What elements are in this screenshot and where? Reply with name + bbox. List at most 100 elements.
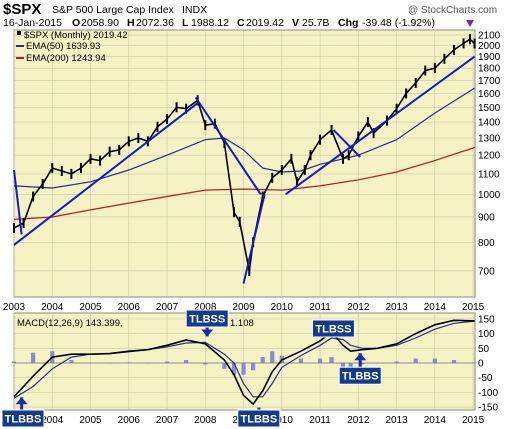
open-label: O [72, 17, 80, 29]
price-bar [70, 168, 73, 179]
trendline [194, 96, 262, 195]
y-tick-label: 2000 [478, 41, 501, 52]
y-tick-label: -100 [478, 388, 498, 399]
x-tick-label: 2014 [424, 415, 447, 426]
y-tick-label: 50 [478, 344, 490, 355]
x-tick-label: 2013 [385, 415, 408, 426]
callout-box [237, 409, 281, 428]
date-label: 16-Jan-2015 [3, 17, 62, 29]
callout-box [311, 319, 355, 338]
histogram-bar [394, 361, 399, 363]
x-tick-label: 2010 [271, 302, 294, 313]
price-bar [296, 176, 299, 187]
price-bar [89, 153, 92, 164]
volume-label: V [292, 17, 299, 29]
price-bar [22, 218, 25, 229]
price-bar [223, 138, 226, 149]
x-tick-label: 2008 [194, 302, 217, 313]
price-bar [443, 53, 446, 64]
x-tick-label: 2004 [41, 415, 64, 426]
change-label: Chg [338, 17, 358, 29]
trendline [13, 169, 23, 235]
arrowhead-icon [354, 353, 367, 361]
price-bar [347, 150, 350, 161]
y-tick-label: 1400 [478, 118, 501, 129]
high-label: H [127, 17, 135, 29]
price-bar [357, 131, 360, 142]
price-bar [280, 165, 283, 176]
trendline [13, 102, 199, 246]
callout-box [338, 366, 382, 385]
histogram-bar [203, 362, 208, 365]
arrowhead-icon [15, 397, 28, 405]
close-label: C [237, 17, 245, 29]
price-bar [156, 121, 159, 132]
histogram-bar [329, 357, 334, 363]
x-tick-label: 2006 [118, 415, 141, 426]
price-bar [271, 172, 274, 183]
change-value: -39.48 (-1.92%) [362, 17, 435, 29]
trendline [285, 55, 476, 196]
price-bar [175, 102, 178, 113]
callout-box [185, 309, 229, 328]
y-tick-label: 900 [478, 212, 495, 223]
arrowhead-icon [201, 329, 214, 337]
macd-legend: MACD(12,26,9) 143.399, 1.108 [17, 318, 254, 329]
histogram-bar [69, 360, 74, 363]
price-bar [366, 117, 369, 128]
x-tick-label: 2006 [118, 302, 141, 313]
price-bar [405, 88, 408, 99]
histogram-bar [184, 360, 189, 363]
y-tick-label: 1100 [478, 169, 500, 180]
y-tick-label: 1700 [478, 76, 501, 87]
histogram-bar [451, 360, 457, 363]
price-bar [204, 120, 207, 131]
y-tick-label: -150 [478, 403, 498, 414]
price-bar [213, 118, 216, 129]
legend-price: $SPX (Monthly) 2019.42 [24, 30, 128, 41]
histogram-bar [164, 361, 170, 363]
y-tick-label: 100 [478, 329, 495, 340]
price-bar [166, 114, 169, 125]
callout-label: TLBBS [5, 414, 42, 426]
ema50-line [13, 87, 475, 189]
price-bar [60, 165, 63, 176]
symbol-title: $SPX [3, 1, 41, 18]
close-value: 2019.42 [246, 17, 284, 29]
x-tick-label: 2008 [194, 415, 217, 426]
price-bar [99, 155, 102, 166]
x-tick-label: 2012 [347, 415, 370, 426]
histogram-bar [231, 362, 237, 375]
ema-lines [13, 87, 475, 220]
callout-box [1, 409, 45, 428]
price-bar [319, 134, 322, 145]
histogram-bar [340, 362, 346, 369]
price-bar [185, 103, 188, 114]
price-bar [232, 207, 235, 218]
price-bar [248, 265, 251, 276]
price-bar [108, 146, 111, 157]
y-tick-label: 0 [478, 358, 484, 369]
histogram-bar [432, 358, 437, 363]
y-tick-label: 2100 [478, 31, 501, 42]
price-x-ticks: 2003 2004 2005 2006 2007 2008 2009 2010 2011 2012… [3, 302, 485, 313]
x-tick-label: 2009 [232, 302, 255, 313]
price-bar [290, 153, 293, 164]
price-bar [414, 77, 417, 88]
callout-label: TLBSS [315, 324, 351, 336]
macd-histogram [11, 351, 477, 375]
x-tick-label: 2011 [309, 415, 331, 426]
price-bar [79, 163, 82, 174]
callout-label: TLBBS [342, 371, 379, 383]
source-credit: @ StockCharts.com [408, 5, 497, 16]
price-bar [309, 150, 312, 161]
legend-ema50: EMA(50) 1639.93 [26, 41, 100, 52]
callouts: TLBSS TLBSS TLBBS TLBBS TLBBS [1, 309, 382, 428]
y-tick-label: 150 [478, 314, 495, 325]
y-tick-label: 1600 [478, 89, 501, 100]
histogram-bar [317, 358, 323, 363]
y-tick-label: 1500 [478, 103, 501, 114]
price-bar [261, 191, 264, 202]
x-tick-label: 2007 [156, 302, 179, 313]
